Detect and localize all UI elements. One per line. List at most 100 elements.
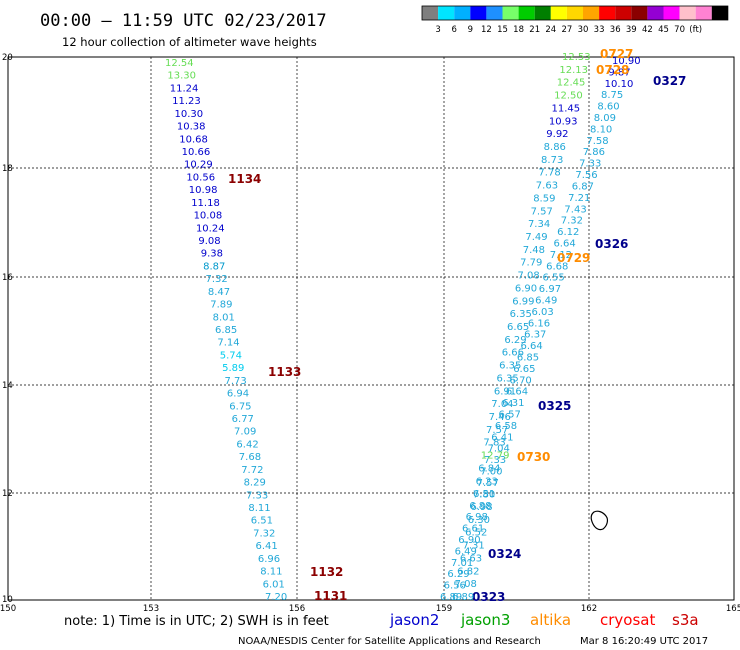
wave-height-label: 6.66 (502, 348, 524, 359)
color-scale-label: 18 (513, 25, 524, 35)
wave-height-label: 7.49 (525, 232, 547, 243)
y-tick-label: 10 (2, 595, 13, 605)
wave-height-label: 7.57 (486, 425, 508, 436)
color-bar-frame (421, 5, 729, 21)
wave-height-label: 7.04 (491, 399, 513, 410)
wave-height-label: 8.73 (541, 155, 563, 166)
wave-height-label: 12.50 (554, 91, 583, 102)
wave-height-label: 6.51 (251, 516, 273, 527)
wave-height-label: 10.30 (175, 109, 204, 120)
wave-height-label: 8.11 (260, 567, 282, 578)
wave-height-label: 6.64 (506, 387, 528, 398)
wave-height-label: 10.08 (194, 211, 223, 222)
wave-height-label: 6.91 (494, 386, 516, 397)
color-swatch (599, 6, 616, 20)
wave-height-label: 6.84 (478, 463, 500, 474)
color-scale-label: 27 (561, 25, 572, 35)
wave-height-label: 10.98 (189, 185, 218, 196)
map-title: 00:00 – 11:59 UTC 02/23/2017 (40, 11, 327, 31)
wave-height-label: 8.01 (213, 312, 235, 323)
wave-height-label: 6.37 (524, 330, 546, 341)
color-swatch (566, 6, 583, 20)
satellite-legend: jason2 jason3 altika cryosat s3a (389, 611, 699, 629)
x-tick-label: 159 (436, 604, 452, 614)
wave-height-label: 6.61 (462, 524, 484, 535)
color-swatch (486, 6, 503, 20)
wave-height-label: 7.80 (473, 489, 495, 500)
wave-height-label: 6.01 (263, 579, 285, 590)
wave-height-label: 10.29 (184, 160, 213, 171)
pass-time-label: 1133 (268, 365, 301, 379)
color-scale-label: 15 (497, 25, 508, 35)
color-swatch (422, 6, 439, 20)
pass-time-label: 1134 (228, 172, 261, 186)
generation-timestamp: Mar 8 16:20:49 UTC 2017 (580, 636, 708, 647)
wave-height-label: 6.52 (465, 528, 487, 539)
pass-time-label: 1131 (314, 589, 347, 603)
satellite-legend-item: altika (530, 611, 571, 629)
wave-height-label: 8.09 (594, 113, 616, 124)
wave-height-label: 6.55 (542, 273, 564, 284)
wave-height-label: 7.58 (586, 136, 608, 147)
x-tick-label: 165 (726, 604, 740, 614)
wave-height-label: 7.89 (210, 300, 232, 311)
wave-height-label: 10.93 (549, 116, 578, 127)
pass-time-label: 0324 (488, 547, 521, 561)
wave-height-label: 10.10 (605, 79, 634, 90)
wave-height-label: 6.58 (495, 421, 517, 432)
satellite-legend-item: jason2 (389, 611, 439, 629)
pass-time-label: 0729 (557, 251, 590, 265)
wave-height-label: 6.42 (236, 439, 258, 450)
wave-height-label: 6.56 (444, 581, 466, 592)
color-scale-label: 6 (451, 25, 456, 35)
x-tick-label: 150 (0, 604, 16, 614)
wave-height-label: 12.54 (165, 58, 194, 69)
wave-height-label: 6.85 (517, 353, 539, 364)
color-scale-label: 45 (658, 25, 669, 35)
wave-height-label: 7.12 (550, 250, 572, 261)
color-scale-legend: 3 6 9 12 15 18 21 24 27 30 33 36 39 42 45 70 (ft) (421, 5, 729, 35)
color-swatch (679, 6, 696, 20)
wave-height-label: 12.13 (559, 65, 588, 76)
wave-height-label: 12.45 (557, 78, 586, 89)
wave-height-label: 6.94 (227, 389, 249, 400)
map-subtitle: 12 hour collection of altimeter wave hei… (62, 35, 317, 49)
wave-height-label: 8.75 (601, 90, 623, 101)
wave-height-label: 6.65 (513, 364, 535, 375)
island-outline (590, 510, 609, 531)
satellite-legend-item: jason3 (460, 611, 510, 629)
wave-height-label: 7.20 (265, 592, 287, 603)
satellite-legend-item: s3a (672, 611, 699, 629)
wave-height-label: 6.35 (499, 361, 521, 372)
wave-height-label: 6.88 (469, 501, 491, 512)
pass-time-label: 0728 (596, 63, 629, 77)
axis-tick-labels: 150 153 156 159 162 165 20 18 16 14 12 10 (0, 53, 740, 614)
wave-height-label: 9.08 (198, 236, 220, 247)
wave-height-label: 6.12 (557, 227, 579, 238)
credit-text: NOAA/NESDIS Center for Satellite Applica… (238, 636, 541, 647)
color-scale-label: 39 (626, 25, 637, 35)
wave-height-label: 5.74 (220, 350, 242, 361)
wave-height-label: 10.38 (177, 122, 206, 133)
wave-height-label: 6.68 (546, 261, 568, 272)
wave-height-label: 7.73 (225, 376, 247, 387)
wave-height-label: 7.79 (520, 258, 542, 269)
wave-height-label: 6.65 (507, 322, 529, 333)
lat-lon-grid (8, 57, 734, 600)
wave-height-label: 7.63 (536, 181, 558, 192)
color-scale-label: 70 (674, 25, 685, 35)
wave-height-label: 6.85 (215, 325, 237, 336)
wave-height-label: 8.86 (544, 142, 566, 153)
wave-height-label: 7.57 (477, 478, 499, 489)
pass-time-label: 0730 (517, 450, 550, 464)
wave-height-label: 7.48 (523, 245, 545, 256)
wave-height-label: 6.63 (460, 553, 482, 564)
pass-time-label: 0326 (595, 237, 628, 251)
y-tick-label: 14 (2, 381, 13, 391)
wave-height-label: 6.57 (499, 410, 521, 421)
wave-height-label: 6.41 (491, 432, 513, 443)
x-tick-label: 153 (143, 604, 159, 614)
wave-height-label: 6.49 (455, 546, 477, 557)
